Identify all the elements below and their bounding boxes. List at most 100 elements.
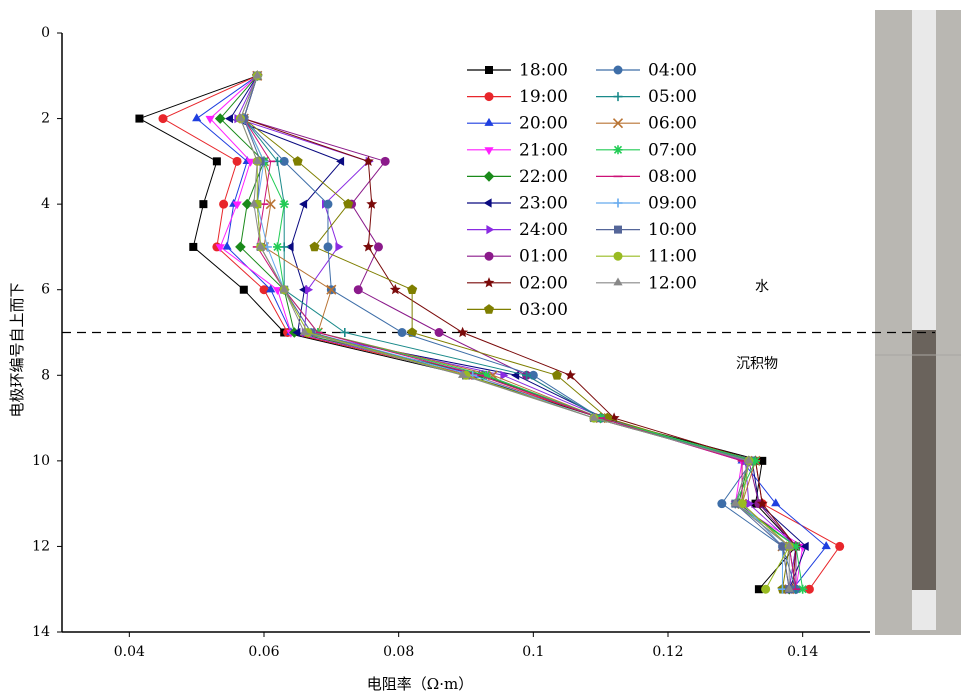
point <box>784 583 794 592</box>
point <box>821 541 831 550</box>
point <box>784 541 794 550</box>
legend-marker <box>484 92 494 102</box>
point <box>754 585 763 594</box>
point <box>717 499 727 509</box>
point <box>272 242 282 252</box>
legend-label: 05:00 <box>648 87 697 107</box>
point <box>266 284 276 293</box>
point <box>751 456 761 466</box>
point <box>791 541 801 551</box>
point <box>380 156 390 166</box>
legend-label: 18:00 <box>519 61 568 81</box>
point <box>285 242 294 252</box>
point <box>299 327 309 336</box>
point <box>804 584 814 594</box>
legend-label: 08:00 <box>648 167 697 187</box>
point <box>589 412 599 421</box>
point <box>279 199 289 209</box>
point <box>608 412 620 423</box>
legend-marker <box>484 147 494 156</box>
y-tick-label: 8 <box>41 367 50 383</box>
point <box>299 199 308 209</box>
y-tick-label: 6 <box>41 282 50 298</box>
legend-marker <box>613 145 623 155</box>
point <box>798 584 808 594</box>
point <box>199 200 208 209</box>
point <box>189 242 198 251</box>
point <box>730 498 740 507</box>
x-tick-label: 0.04 <box>114 644 145 660</box>
point <box>500 370 509 380</box>
legend-marker <box>484 251 494 261</box>
point <box>192 113 202 122</box>
x-tick-label: 0.08 <box>383 644 414 660</box>
point <box>737 499 747 509</box>
point <box>564 369 576 380</box>
point <box>397 328 407 337</box>
point <box>744 455 754 464</box>
annotation: 沉积物 <box>736 356 778 372</box>
point <box>761 584 771 594</box>
x-tick-label: 0.12 <box>652 644 683 660</box>
point <box>279 156 289 166</box>
point <box>305 285 314 295</box>
x-tick-label: 0.14 <box>787 644 818 660</box>
y-tick-label: 12 <box>32 538 50 554</box>
legend-marker <box>484 304 494 314</box>
point <box>522 370 532 380</box>
legend-marker <box>613 198 623 208</box>
legend-marker <box>483 171 495 182</box>
point <box>232 201 242 210</box>
point <box>259 285 269 295</box>
point <box>800 541 809 551</box>
point <box>407 327 418 337</box>
point <box>335 242 344 252</box>
point <box>353 285 363 295</box>
legend-label: 04:00 <box>648 61 697 81</box>
legend-marker <box>613 277 623 286</box>
point <box>292 156 303 166</box>
point <box>239 285 248 294</box>
point <box>292 327 301 338</box>
legend-label: 11:00 <box>648 247 697 267</box>
point <box>389 284 401 295</box>
point <box>235 241 246 253</box>
point <box>214 113 226 124</box>
point <box>336 156 345 166</box>
legend-label: 12:00 <box>648 273 697 293</box>
point <box>362 241 374 252</box>
legend-marker <box>486 225 495 235</box>
legend-marker <box>483 198 492 208</box>
legend-label: 20:00 <box>519 114 568 134</box>
point <box>778 542 787 551</box>
point <box>212 157 221 166</box>
legend-marker <box>612 118 624 129</box>
point <box>279 284 289 293</box>
point <box>252 156 262 164</box>
legend-marker <box>483 277 495 288</box>
point <box>323 199 333 209</box>
point <box>158 114 168 124</box>
y-tick-label: 2 <box>41 111 50 127</box>
point <box>362 155 374 166</box>
point <box>457 326 469 338</box>
legend-label: 21:00 <box>519 140 568 160</box>
point <box>225 114 233 124</box>
legend-label: 19:00 <box>519 87 568 107</box>
x-axis-label: 电阻率（Ω·m） <box>367 675 473 693</box>
legend-label: 24:00 <box>519 220 568 240</box>
point <box>232 156 242 166</box>
point <box>602 412 613 423</box>
point <box>407 284 418 294</box>
legend-marker <box>484 117 494 126</box>
probe-sediment <box>912 330 936 590</box>
y-tick-label: 14 <box>32 624 50 640</box>
point <box>835 541 845 551</box>
point <box>241 198 253 210</box>
annotation: 水 <box>755 279 769 295</box>
point <box>458 370 468 378</box>
point <box>756 497 768 509</box>
point <box>434 328 444 337</box>
point <box>256 241 266 250</box>
